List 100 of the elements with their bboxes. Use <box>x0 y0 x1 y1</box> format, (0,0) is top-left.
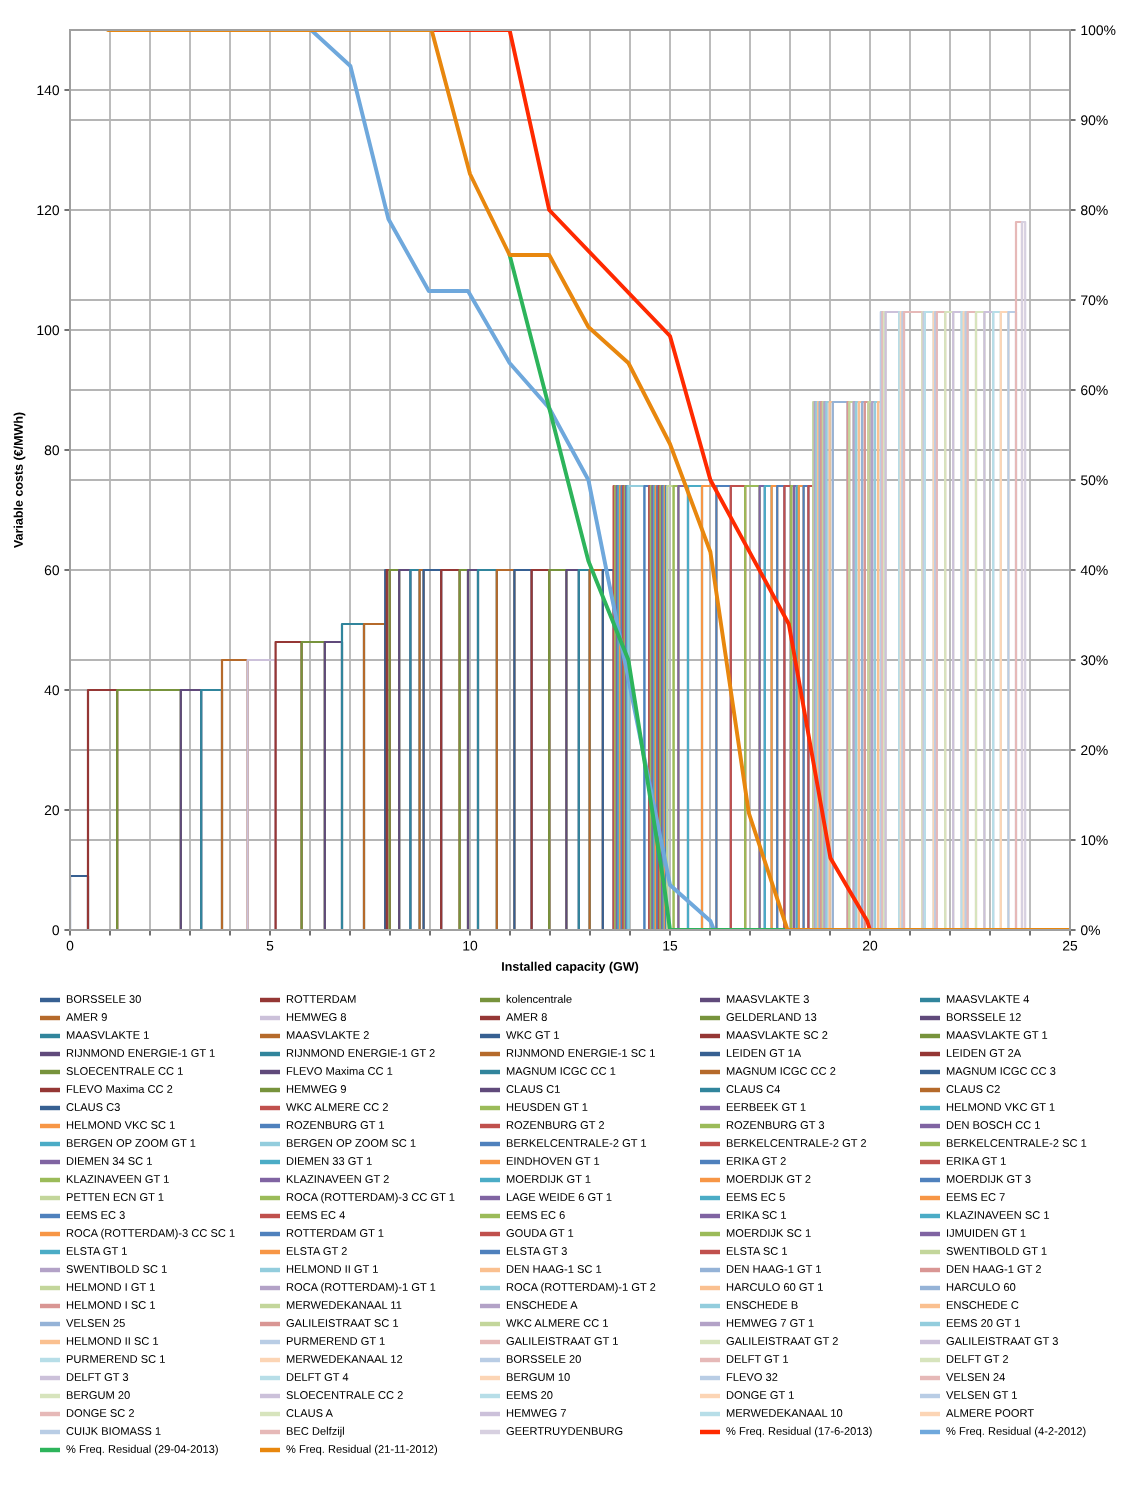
legend-label: BERGEN OP ZOOM GT 1 <box>66 1139 196 1147</box>
legend-label: % Freq. Residual (29-04-2013) <box>66 1444 218 1456</box>
legend-label: SLOECENTRALE CC 2 <box>286 1391 403 1399</box>
legend-label: EEMS EC 6 <box>506 1211 565 1219</box>
legend-label: EEMS EC 3 <box>66 1211 125 1219</box>
y2-tick-label: 0% <box>1080 925 1100 936</box>
x-tick-label: 0 <box>66 940 74 951</box>
legend-label: KLAZINAVEEN GT 1 <box>66 1175 169 1183</box>
legend-label: GALILEISTRAAT SC 1 <box>286 1319 399 1327</box>
legend-label: MAGNUM ICGC CC 3 <box>946 1067 1056 1075</box>
legend-label: ELSTA GT 3 <box>506 1247 567 1255</box>
legend-label: CLAUS C1 <box>506 1085 560 1093</box>
legend-label: % Freq. Residual (21-11-2012) <box>286 1444 438 1456</box>
legend-label: MAASVLAKTE 2 <box>286 1031 369 1039</box>
legend-label: DEN HAAG-1 GT 1 <box>726 1265 821 1273</box>
legend-label: MAASVLAKTE 1 <box>66 1031 149 1039</box>
legend-label: ERIKA GT 2 <box>726 1157 786 1165</box>
legend-label: HARCULO 60 GT 1 <box>726 1283 823 1291</box>
legend-label: MERWEDEKANAAL 11 <box>286 1301 402 1309</box>
legend-label: EEMS 20 GT 1 <box>946 1319 1020 1327</box>
legend-label: DIEMEN 34 SC 1 <box>66 1157 152 1165</box>
legend-label: SWENTIBOLD SC 1 <box>66 1265 167 1273</box>
legend-label: BEC Delfzijl <box>286 1426 344 1438</box>
legend-label: HEMWEG 7 GT 1 <box>726 1319 814 1327</box>
x-axis-title: Installed capacity (GW) <box>502 961 639 974</box>
legend-label: VELSEN 24 <box>946 1373 1005 1381</box>
legend-label: HEUSDEN GT 1 <box>506 1103 588 1111</box>
legend-label: GEERTRUYDENBURG <box>506 1427 623 1435</box>
legend-label: kolencentrale <box>506 994 572 1003</box>
legend-label: KLAZINAVEEN SC 1 <box>946 1211 1049 1219</box>
legend-label: AMER 8 <box>506 1013 547 1021</box>
legend-label: ENSCHEDE B <box>726 1301 798 1309</box>
legend-label: CLAUS C2 <box>946 1085 1000 1093</box>
legend-label: EERBEEK GT 1 <box>726 1103 806 1111</box>
legend-label: RIJNMOND ENERGIE-1 GT 2 <box>286 1049 435 1057</box>
legend-label: PETTEN ECN GT 1 <box>66 1193 164 1201</box>
legend-label: ROTTERDAM GT 1 <box>286 1229 384 1237</box>
legend-label: HELMOND II SC 1 <box>66 1337 159 1345</box>
legend-label: DELFT GT 4 <box>286 1373 349 1381</box>
legend-label: ELSTA GT 1 <box>66 1247 127 1255</box>
legend-label: HEMWEG 7 <box>506 1409 566 1417</box>
legend-label: RIJNMOND ENERGIE-1 GT 1 <box>66 1049 215 1057</box>
y-tick-label: 120 <box>37 205 60 216</box>
legend-label: % Freq. Residual (4-2-2012) <box>946 1426 1086 1438</box>
legend-label: MOERDIJK GT 3 <box>946 1175 1031 1183</box>
legend-label: BORSSELE 30 <box>66 995 141 1003</box>
legend-label: PURMEREND GT 1 <box>286 1337 385 1345</box>
legend-label: ENSCHEDE C <box>946 1301 1019 1309</box>
y2-tick-label: 90% <box>1081 115 1108 126</box>
y-tick-label: 20 <box>44 805 60 816</box>
legend-label: BERKELCENTRALE-2 GT 2 <box>726 1139 867 1147</box>
legend-label: FLEVO 32 <box>726 1373 778 1381</box>
legend-label: GALILEISTRAAT GT 1 <box>506 1337 618 1345</box>
legend-label: PURMEREND SC 1 <box>66 1355 165 1363</box>
legend-label: RIJNMOND ENERGIE-1 SC 1 <box>506 1049 655 1057</box>
legend-label: DEN BOSCH CC 1 <box>946 1121 1040 1129</box>
legend-label: ENSCHEDE A <box>506 1301 578 1309</box>
legend-label: GALILEISTRAAT GT 3 <box>946 1337 1058 1345</box>
x-tick-label: 5 <box>266 940 274 951</box>
legend-label: EINDHOVEN GT 1 <box>506 1157 600 1165</box>
legend-label: ROZENBURG GT 1 <box>286 1121 385 1129</box>
legend-label: HEMWEG 9 <box>286 1085 346 1093</box>
legend-label: ERIKA SC 1 <box>726 1211 786 1219</box>
legend-label: MOERDIJK GT 1 <box>506 1175 591 1183</box>
legend-label: BERKELCENTRALE-2 GT 1 <box>506 1139 647 1147</box>
legend-label: DELFT GT 3 <box>66 1373 129 1381</box>
legend-label: WKC GT 1 <box>506 1031 559 1039</box>
y2-tick-label: 60% <box>1081 385 1108 396</box>
legend-label: MAASVLAKTE 4 <box>946 995 1030 1003</box>
legend-label: SWENTIBOLD GT 1 <box>946 1247 1047 1255</box>
legend-label: GALILEISTRAAT GT 2 <box>726 1337 838 1345</box>
x-tick-label: 25 <box>1062 940 1078 951</box>
legend-label: HELMOND I GT 1 <box>66 1283 155 1291</box>
legend-label: ELSTA GT 2 <box>286 1247 347 1255</box>
legend-label: EEMS EC 5 <box>726 1193 785 1201</box>
legend-label: BERGUM 20 <box>66 1391 130 1399</box>
y-tick-label: 140 <box>37 85 60 96</box>
y2-tick-label: 20% <box>1081 745 1108 756</box>
legend-label: AMER 9 <box>66 1013 107 1021</box>
legend-label: CLAUS A <box>286 1409 333 1417</box>
legend-label: DELFT GT 2 <box>946 1355 1009 1363</box>
legend-label: HELMOND VKC SC 1 <box>66 1121 175 1129</box>
legend-label: VELSEN 25 <box>66 1319 125 1327</box>
legend-label: MAASVLAKTE SC 2 <box>726 1031 828 1039</box>
legend-label: EEMS EC 7 <box>946 1193 1005 1201</box>
y-axis-title: Variable costs (€/MWh) <box>13 412 26 548</box>
legend-label: HELMOND II GT 1 <box>286 1265 378 1273</box>
legend-label: MOERDIJK SC 1 <box>726 1229 811 1237</box>
legend-label: ROZENBURG GT 3 <box>726 1121 825 1129</box>
legend-label: SLOECENTRALE CC 1 <box>66 1067 183 1075</box>
legend-label: LAGE WEIDE 6 GT 1 <box>506 1193 612 1201</box>
legend-label: BERGUM 10 <box>506 1373 570 1381</box>
legend-label: EEMS EC 4 <box>286 1211 345 1219</box>
legend-label: MOERDIJK GT 2 <box>726 1175 811 1183</box>
legend-label: DIEMEN 33 GT 1 <box>286 1157 372 1165</box>
legend-label: ALMERE POORT <box>946 1409 1034 1417</box>
legend-label: HEMWEG 8 <box>286 1013 347 1021</box>
legend-label: HARCULO 60 <box>946 1283 1016 1291</box>
legend-label: GOUDA GT 1 <box>506 1229 574 1237</box>
legend-label: FLEVO Maxima CC 2 <box>66 1084 173 1093</box>
